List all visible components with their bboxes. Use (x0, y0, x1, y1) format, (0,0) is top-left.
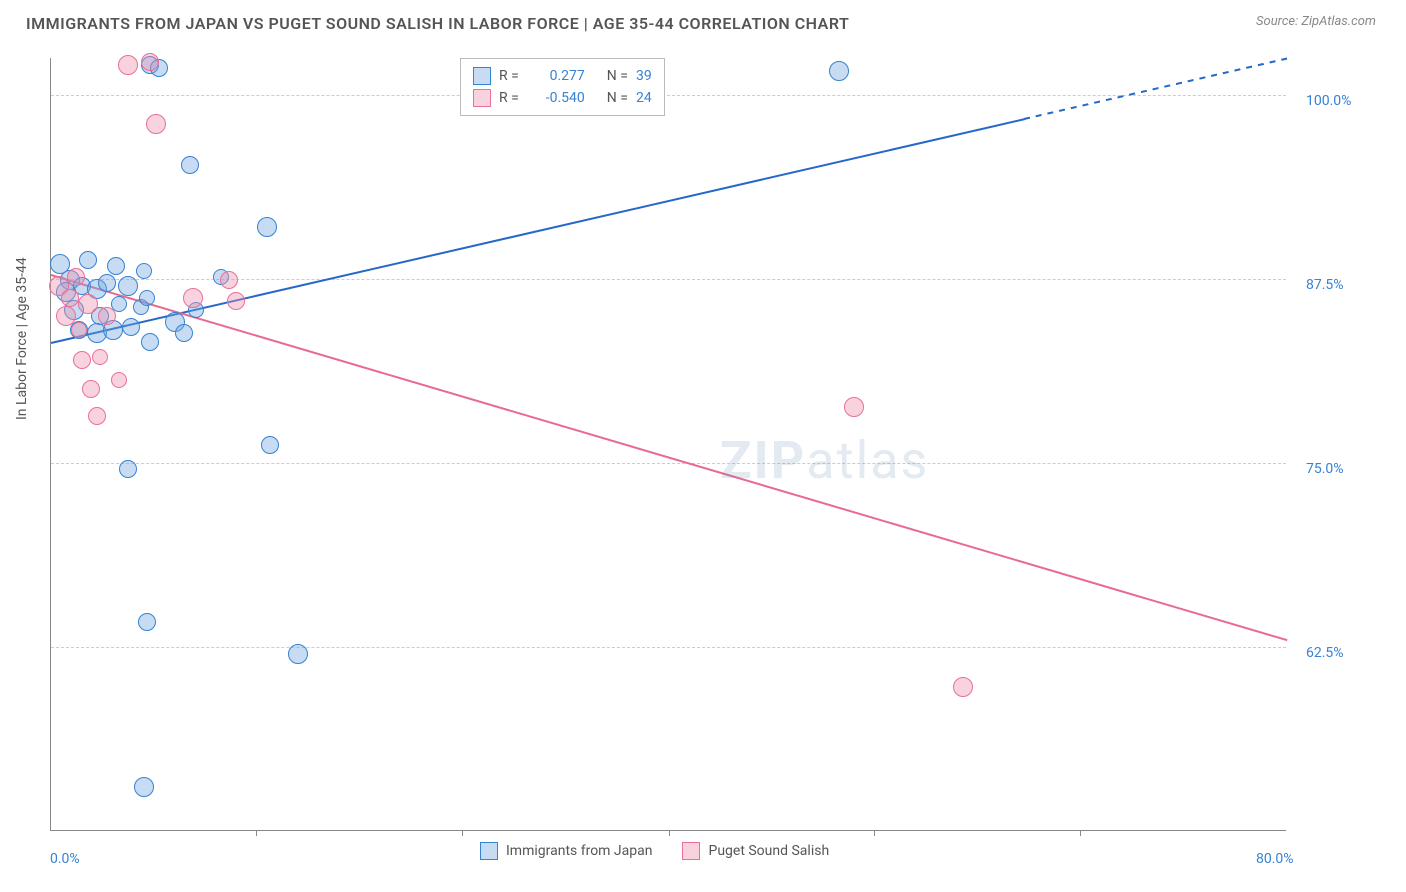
legend-label: Puget Sound Salish (708, 843, 829, 859)
scatter-point (56, 306, 76, 326)
correlation-legend: R = 0.277 N = 39 R = -0.540 N = 24 (460, 58, 665, 116)
x-tick (669, 830, 670, 836)
trendline (1024, 58, 1287, 120)
scatter-point (118, 55, 138, 75)
x-tick (462, 830, 463, 836)
stat-value-r: -0.540 (527, 87, 585, 109)
stat-label-r: R = (499, 87, 519, 109)
series-legend: Immigrants from Japan Puget Sound Salish (480, 842, 829, 860)
scatter-point (92, 349, 108, 365)
stat-label-n: N = (607, 65, 628, 87)
scatter-point (119, 460, 137, 478)
scatter-point (141, 53, 159, 71)
scatter-point (953, 677, 973, 697)
scatter-point (844, 397, 864, 417)
legend-stat-row: R = 0.277 N = 39 (473, 65, 652, 87)
legend-swatch (480, 842, 498, 860)
scatter-point (227, 292, 245, 310)
legend-swatch (473, 89, 491, 107)
trendline (51, 274, 1288, 641)
source-attribution: Source: ZipAtlas.com (1256, 14, 1376, 29)
scatter-point (82, 380, 100, 398)
gridline-h (51, 95, 1286, 96)
scatter-point (71, 322, 87, 338)
scatter-point (257, 217, 277, 237)
scatter-point (67, 268, 85, 286)
scatter-point (181, 156, 199, 174)
gridline-h (51, 463, 1286, 464)
scatter-point (829, 61, 849, 81)
scatter-point (111, 372, 127, 388)
gridline-h (51, 647, 1286, 648)
scatter-point (220, 271, 238, 289)
scatter-point (175, 324, 193, 342)
legend-item: Immigrants from Japan (480, 842, 652, 860)
chart-plot-area (50, 58, 1286, 831)
scatter-point (136, 263, 152, 279)
scatter-point (134, 777, 154, 797)
legend-stat-row: R = -0.540 N = 24 (473, 87, 652, 109)
stat-value-r: 0.277 (527, 65, 585, 87)
scatter-point (122, 318, 140, 336)
scatter-point (118, 276, 138, 296)
scatter-point (138, 613, 156, 631)
scatter-point (61, 289, 79, 307)
y-axis-label: In Labor Force | Age 35-44 (14, 257, 30, 420)
scatter-point (107, 257, 125, 275)
legend-label: Immigrants from Japan (506, 843, 652, 859)
scatter-point (98, 274, 116, 292)
x-tick-label: 0.0% (50, 851, 80, 867)
stat-value-n: 39 (636, 65, 652, 87)
scatter-point (288, 644, 308, 664)
scatter-point (79, 251, 97, 269)
y-tick-label: 87.5% (1306, 277, 1344, 293)
stat-label-r: R = (499, 65, 519, 87)
legend-swatch (682, 842, 700, 860)
scatter-point (139, 290, 155, 306)
scatter-point (78, 294, 98, 314)
scatter-point (141, 333, 159, 351)
legend-item: Puget Sound Salish (682, 842, 829, 860)
chart-title: IMMIGRANTS FROM JAPAN VS PUGET SOUND SAL… (26, 14, 849, 33)
scatter-point (183, 288, 203, 308)
legend-swatch (473, 67, 491, 85)
scatter-point (88, 407, 106, 425)
scatter-point (146, 114, 166, 134)
y-tick-label: 100.0% (1306, 93, 1351, 109)
x-tick (256, 830, 257, 836)
scatter-point (98, 307, 116, 325)
y-tick-label: 62.5% (1306, 645, 1344, 661)
stat-value-n: 24 (636, 87, 652, 109)
scatter-point (261, 436, 279, 454)
stat-label-n: N = (607, 87, 628, 109)
x-tick-label: 80.0% (1256, 851, 1294, 867)
x-tick (874, 830, 875, 836)
scatter-point (73, 351, 91, 369)
y-tick-label: 75.0% (1306, 461, 1344, 477)
x-tick (1080, 830, 1081, 836)
